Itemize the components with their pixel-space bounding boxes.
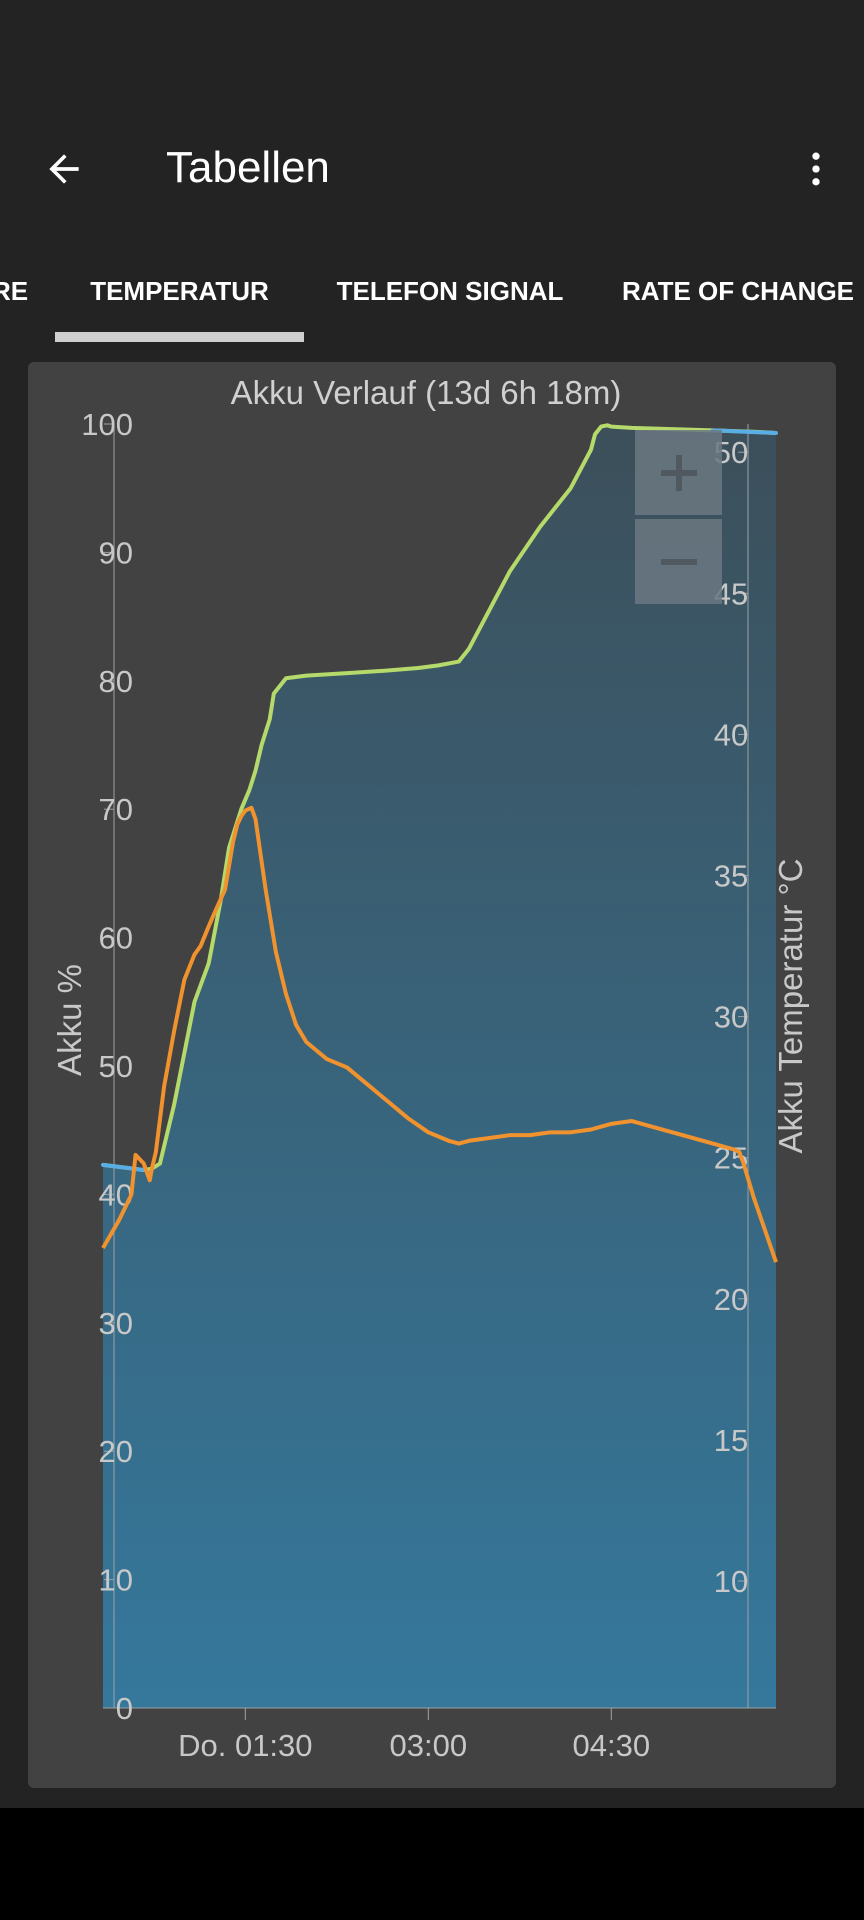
x-tick-label: 03:00 xyxy=(390,1728,468,1763)
navigation-bar-area xyxy=(0,1808,864,1920)
x-tick-label: Do. 01:30 xyxy=(178,1728,312,1763)
tab-bar: RE TEMPERATUR TELEFON SIGNAL RATE OF CHA… xyxy=(0,240,864,342)
chart-title: Akku Verlauf (13d 6h 18m) xyxy=(231,374,622,411)
y2-tick-label: 10 xyxy=(714,1564,748,1599)
minus-icon xyxy=(660,558,697,565)
y-tick-label: 100 xyxy=(81,407,133,442)
y-tick-label: 40 xyxy=(99,1177,133,1212)
y-tick-label: 70 xyxy=(99,792,133,827)
back-button[interactable] xyxy=(26,131,102,207)
arrow-left-icon xyxy=(49,154,79,184)
battery-area-fill xyxy=(103,425,776,1709)
y-tick-label: 0 xyxy=(116,1691,133,1726)
y-tick-label: 90 xyxy=(99,535,133,570)
battery-temperature-chart[interactable]: Akku Verlauf (13d 6h 18m) 0 10 20 30 40 50 60 7… xyxy=(28,362,836,1788)
x-tick-label: 04:30 xyxy=(573,1728,651,1763)
plus-icon xyxy=(660,454,697,491)
tab-previous[interactable]: RE xyxy=(0,275,29,306)
battery-discharge-line xyxy=(101,1162,146,1173)
zoom-in-button[interactable] xyxy=(635,430,722,515)
y2-axis-title: Akku Temperatur °C xyxy=(772,858,809,1153)
battery-discharge-line xyxy=(710,428,778,435)
toolbar: Tabellen xyxy=(0,95,864,240)
zoom-controls xyxy=(635,430,722,604)
y2-tick-label: 15 xyxy=(714,1423,748,1458)
temperature-line xyxy=(101,805,778,1263)
page-title: Tabellen xyxy=(166,143,330,192)
y2-tick-label: 30 xyxy=(714,1000,748,1035)
overflow-menu-button[interactable] xyxy=(786,131,846,207)
tab-telefon-signal[interactable]: TELEFON SIGNAL xyxy=(336,275,564,306)
app-screen: Tabellen RE TEMPERATUR TELEFON SIGNAL RA… xyxy=(0,0,864,1808)
y2-tick-label: 35 xyxy=(714,859,748,894)
zoom-out-button[interactable] xyxy=(635,519,722,604)
more-vert-icon xyxy=(812,152,820,186)
y-tick-label: 30 xyxy=(99,1306,133,1341)
tab-rate-of-change[interactable]: RATE OF CHANGE xyxy=(621,275,855,306)
y-tick-label: 80 xyxy=(99,664,133,699)
y-axis-title: Akku % xyxy=(51,964,88,1076)
y-tick-label: 10 xyxy=(99,1563,133,1598)
y2-tick-label: 20 xyxy=(714,1282,748,1317)
y2-tick-label: 40 xyxy=(714,717,748,752)
selected-tab-indicator xyxy=(55,332,304,342)
tab-temperatur[interactable]: TEMPERATUR xyxy=(90,275,269,306)
y-tick-label: 50 xyxy=(99,1049,133,1084)
battery-line xyxy=(102,423,777,1173)
y-tick-label: 60 xyxy=(99,921,133,956)
y-tick-label: 20 xyxy=(99,1434,133,1469)
status-bar xyxy=(0,0,864,95)
